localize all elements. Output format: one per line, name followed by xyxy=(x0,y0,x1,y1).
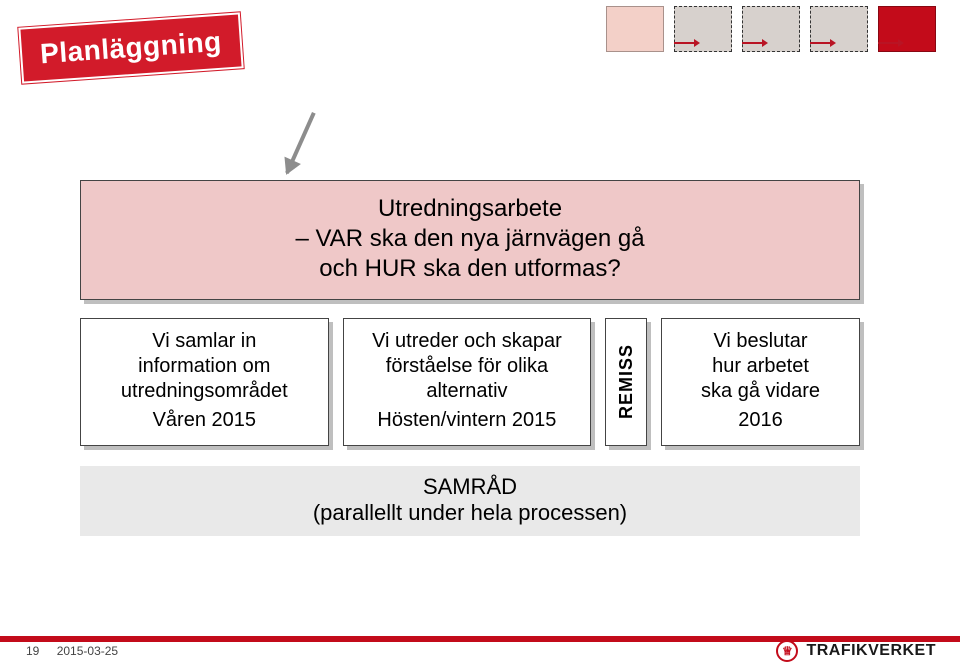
brand-text: TRAFIKVERKET xyxy=(806,642,936,660)
page-number: 19 xyxy=(26,644,39,658)
headline-box: Utredningsarbete – VAR ska den nya järnv… xyxy=(80,180,860,300)
card-1-line: Vi samlar in xyxy=(91,329,318,354)
topbox-arrow-4 xyxy=(878,42,900,44)
topbox-arrow-2 xyxy=(742,42,764,44)
topbox-2 xyxy=(674,6,732,52)
topbox-1 xyxy=(606,6,664,52)
headline-line1: Utredningsarbete xyxy=(93,195,847,223)
card-2-line: alternativ xyxy=(354,379,581,404)
brand-mark-icon: ♕ xyxy=(776,640,798,662)
card-4-line: Vi beslutar xyxy=(672,329,849,354)
card-2: Vi utreder och skapar förståelse för oli… xyxy=(343,318,592,446)
topbox-arrow-1 xyxy=(674,42,696,44)
card-row: Vi samlar in information om utredningsom… xyxy=(80,318,860,446)
card-4-line: hur arbetet xyxy=(672,354,849,379)
topbox-3 xyxy=(742,6,800,52)
headline-line2: – VAR ska den nya järnvägen gå xyxy=(93,225,847,253)
topbox-row xyxy=(606,6,936,52)
card-1-line: information om xyxy=(91,354,318,379)
card-2-line: förståelse för olika xyxy=(354,354,581,379)
footer-meta: 19 2015-03-25 xyxy=(26,644,118,658)
samrad-line1: SAMRÅD xyxy=(80,474,860,500)
card-2-line: Vi utreder och skapar xyxy=(354,329,581,354)
card-remiss: REMISS xyxy=(605,318,647,446)
remiss-label: REMISS xyxy=(615,344,638,419)
samrad-line2: (parallellt under hela processen) xyxy=(80,500,860,526)
slide: Planläggning Utredningsarbete – VAR ska … xyxy=(0,0,960,664)
footer-date: 2015-03-25 xyxy=(57,644,118,658)
topbox-4 xyxy=(810,6,868,52)
topbox-5 xyxy=(878,6,936,52)
brand-logo: ♕ TRAFIKVERKET xyxy=(776,640,936,662)
pointer-arrow xyxy=(285,112,315,174)
title-tag: Planläggning xyxy=(18,12,243,83)
headline-line3: och HUR ska den utformas? xyxy=(93,255,847,283)
card-2-sub: Hösten/vintern 2015 xyxy=(354,408,581,433)
samrad-box: SAMRÅD (parallellt under hela processen) xyxy=(80,466,860,536)
diagram: Utredningsarbete – VAR ska den nya järnv… xyxy=(80,180,860,536)
card-1-line: utredningsområdet xyxy=(91,379,318,404)
topbox-arrow-3 xyxy=(810,42,832,44)
card-1: Vi samlar in information om utredningsom… xyxy=(80,318,329,446)
card-4: Vi beslutar hur arbetet ska gå vidare 20… xyxy=(661,318,860,446)
card-4-line: ska gå vidare xyxy=(672,379,849,404)
card-1-sub: Våren 2015 xyxy=(91,408,318,433)
card-4-sub: 2016 xyxy=(672,408,849,433)
